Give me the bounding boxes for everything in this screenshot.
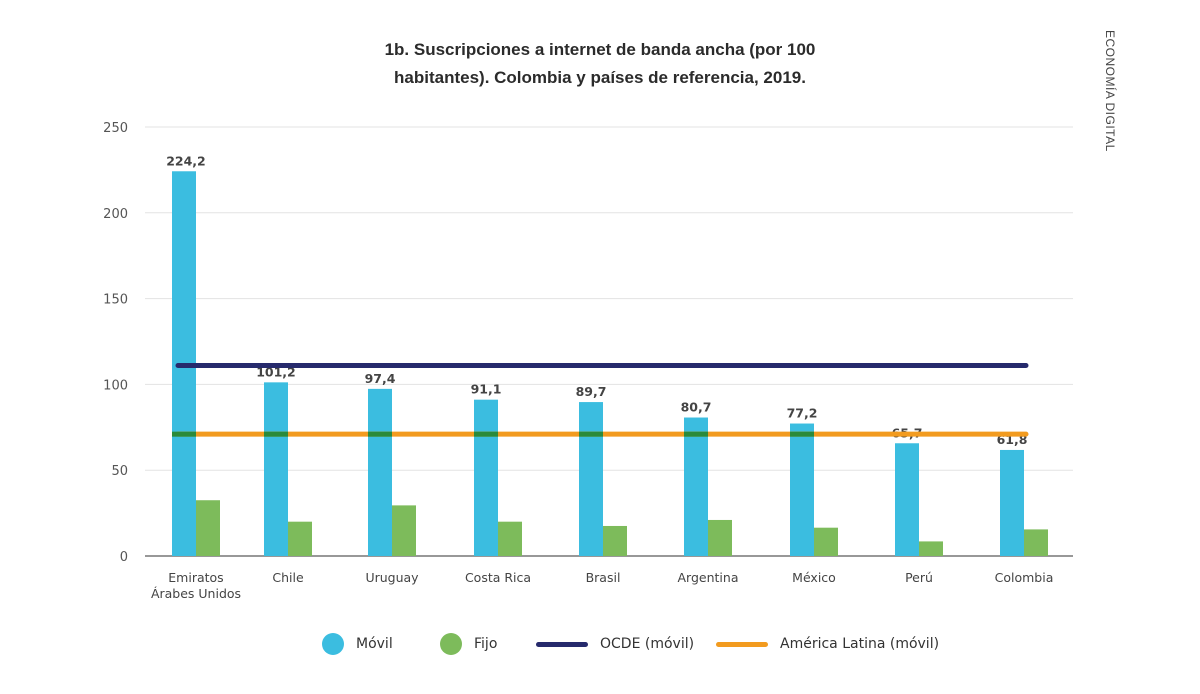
bar-fijo (498, 521, 522, 556)
bar-fijo (603, 525, 627, 556)
bar-movil (790, 423, 814, 556)
category-label: Uruguay (365, 570, 419, 585)
legend-label-movil: Móvil (356, 636, 393, 652)
category-label: Árabes Unidos (151, 586, 241, 601)
legend-label-ocde: OCDE (móvil) (600, 636, 695, 652)
category-label: Brasil (586, 570, 621, 585)
reference-line-overlap (684, 431, 708, 437)
y-tick-label: 100 (103, 378, 128, 393)
data-label-movil: 224,2 (166, 153, 206, 168)
reference-line-overlap (474, 431, 498, 437)
category-label: Emiratos (168, 570, 223, 585)
category-label: México (792, 570, 836, 585)
bar-fijo (288, 521, 312, 556)
bar-fijo (919, 541, 943, 556)
bar-movil (684, 417, 708, 556)
legend-swatch-movil (322, 633, 344, 655)
bar-movil (579, 402, 603, 556)
bar-fijo (1024, 529, 1048, 556)
y-tick-label: 50 (111, 464, 128, 479)
category-label: Chile (272, 570, 304, 585)
category-label: Argentina (678, 570, 739, 585)
legend-label-fijo: Fijo (474, 636, 498, 652)
reference-line-overlap (368, 431, 392, 437)
chart-title-line-1: 1b. Suscripciones a internet de banda an… (384, 40, 816, 59)
legend-item-fijo: Fijo (440, 632, 497, 656)
chart-title-line-2: habitantes). Colombia y países de refere… (394, 68, 806, 87)
bar-fijo (708, 519, 732, 556)
bar-movil (895, 443, 919, 556)
legend-swatch-america-latina (716, 641, 768, 647)
legend-item-ocde: OCDE (móvil) (536, 632, 694, 656)
reference-line-overlap (172, 431, 196, 437)
y-tick-label: 250 (103, 121, 128, 136)
bar-movil (1000, 449, 1024, 556)
legend-label-america-latina: América Latina (móvil) (780, 636, 940, 652)
y-tick-label: 0 (120, 550, 128, 565)
bar-fijo (814, 527, 838, 556)
data-label-movil: 91,1 (471, 382, 502, 397)
legend-swatch-ocde (536, 641, 588, 647)
bar-fijo (196, 500, 220, 556)
y-tick-label: 200 (103, 207, 128, 222)
data-label-movil: 89,7 (576, 384, 607, 399)
legend-item-movil: Móvil (322, 632, 393, 656)
data-label-movil: 80,7 (681, 400, 712, 415)
bar-movil (368, 388, 392, 556)
section-side-label: ECONOMÍA DIGITAL (1103, 30, 1117, 152)
y-tick-label: 150 (103, 293, 128, 308)
legend-swatch-fijo (440, 633, 462, 655)
category-label: Costa Rica (465, 570, 531, 585)
reference-line-overlap (579, 431, 603, 437)
reference-line-overlap (790, 431, 814, 437)
data-label-movil: 101,2 (256, 364, 296, 379)
category-label: Perú (905, 570, 933, 585)
data-label-movil: 97,4 (365, 371, 396, 386)
category-label: Colombia (995, 570, 1054, 585)
reference-line-overlap (264, 431, 288, 437)
bar-fijo (392, 505, 416, 556)
data-label-movil: 77,2 (787, 406, 818, 421)
bar-movil (264, 382, 288, 556)
bar-movil (474, 399, 498, 556)
legend-item-america-latina: América Latina (móvil) (716, 632, 939, 656)
